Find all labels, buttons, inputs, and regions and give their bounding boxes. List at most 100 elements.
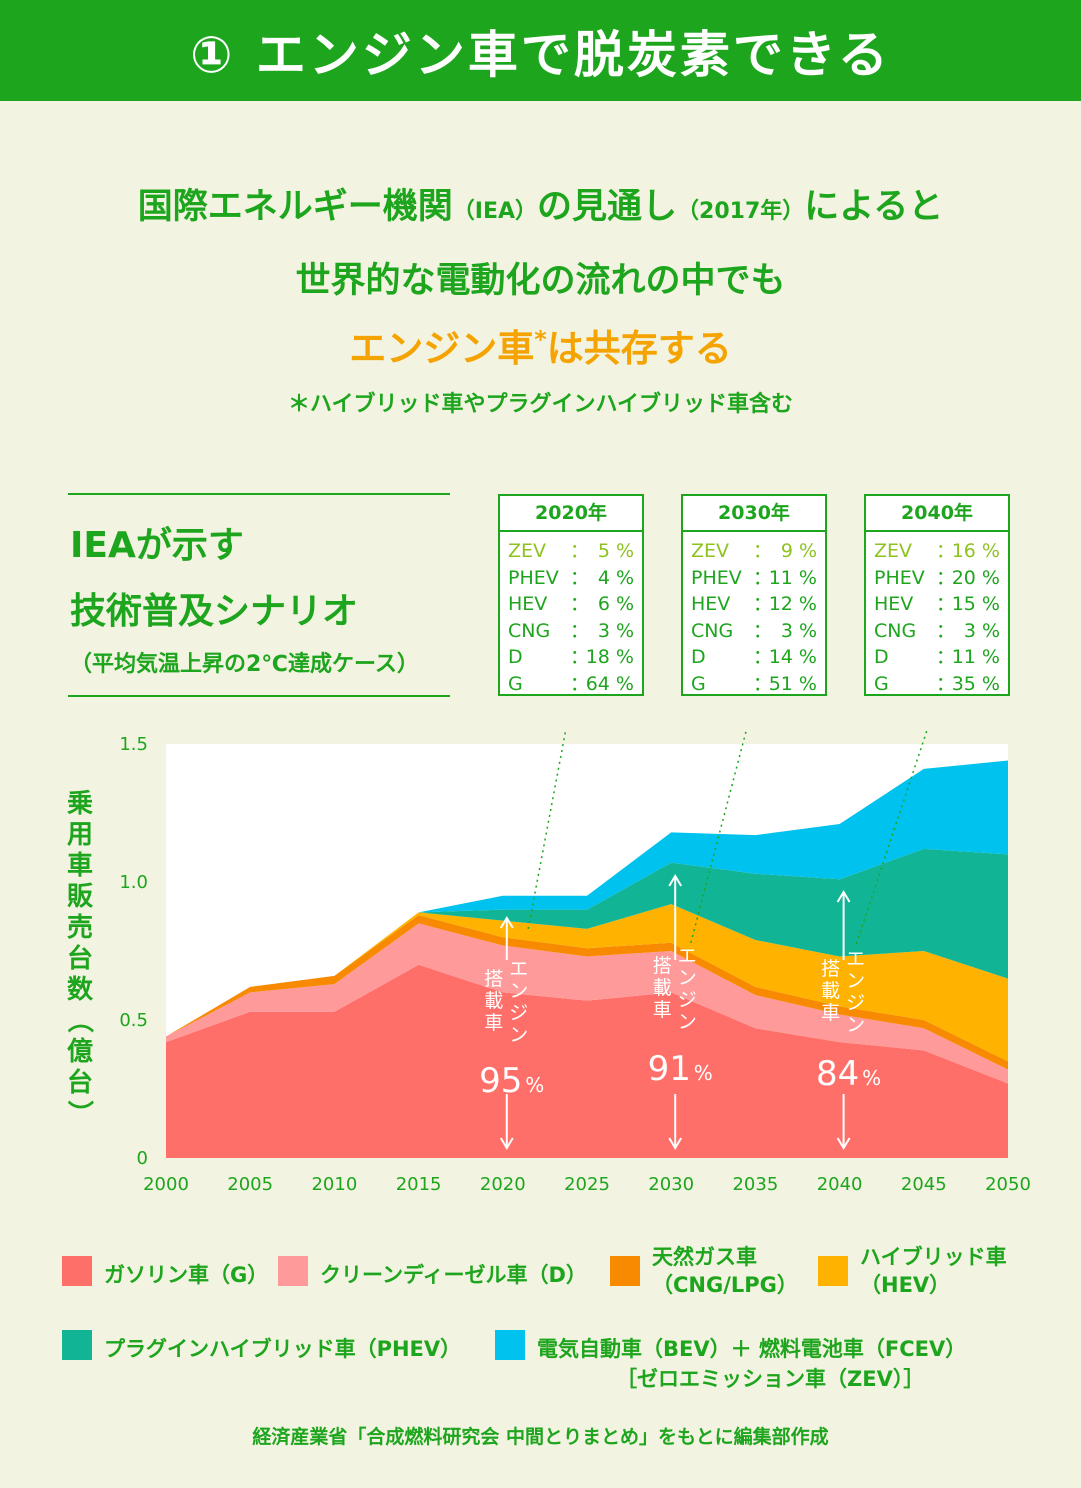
annotation-label-char: 載 (653, 977, 672, 999)
scenario-row-colon: ： (936, 646, 956, 668)
scenario-box-year: 2030年 (683, 496, 825, 532)
x-tick-label: 2040 (817, 1174, 863, 1195)
scenario-row-colon: ： (936, 540, 956, 562)
scenario-row-phev: PHEV ： 4 % (500, 565, 642, 592)
scenario-rows: ZEV： 9 % PHEV： 11 % HEV： 12 % CNG： 3 % D： 14 % G： 5… (683, 532, 825, 697)
x-tick-label: 2000 (143, 1174, 189, 1195)
arrow-down-head (836, 1137, 851, 1150)
y-axis-label-char: 億 (67, 1037, 93, 1067)
annotation-label-char: 車 (821, 1002, 840, 1024)
annotation-label-char: 車 (653, 999, 672, 1021)
scenario-row-key: PHEV (874, 566, 925, 589)
y-axis-label-char: 販 (67, 882, 94, 912)
annotation-label-char: 搭 (653, 955, 672, 977)
y-axis-label-char: 乗 (67, 789, 93, 819)
scenario-row-key: HEV (508, 593, 548, 615)
scenario-row-colon: ： (936, 593, 956, 615)
x-tick-label: 2020 (480, 1174, 526, 1195)
scenario-row-cng: CNG ： 3 % (866, 618, 1008, 645)
legend-label-cng-2: （CNG/LPG） (652, 1273, 798, 1297)
annotation-label-char: 載 (821, 980, 840, 1002)
lead-year: （2017年） (677, 199, 805, 224)
annotation-label-char: ン (509, 980, 528, 1002)
legend-swatch-cng (610, 1256, 640, 1286)
annotation-label-char: ジ (678, 989, 697, 1011)
scenario-row-value: 18 % (585, 646, 634, 668)
annotation-label-char: 搭 (821, 958, 840, 980)
lead-line-2: 世界的な電動化の流れの中でも (295, 261, 786, 301)
lead-according: によると (804, 187, 944, 227)
y-tick-label: 0.5 (119, 1010, 148, 1031)
page-title-banner: ① エンジン車で脱炭素できる (0, 0, 1081, 101)
annotation-unit: % (525, 1073, 544, 1097)
divider-top (68, 493, 450, 495)
source-note: 経済産業省「合成燃料研究会 中間とりまとめ」をもとに編集部作成 (252, 1426, 829, 1448)
arrow-up-head (836, 890, 851, 903)
x-tick-label: 2035 (732, 1174, 778, 1195)
x-tick-label: 2025 (564, 1174, 610, 1195)
y-axis-label-char: 売 (67, 913, 93, 943)
legend-swatch-zev (495, 1330, 525, 1360)
scenario-row-g: G ： 35 % (866, 671, 1008, 698)
divider-bottom (68, 695, 450, 697)
annotation-label-char: 搭 (484, 968, 503, 990)
scenario-rows: ZEV： 16 % PHEV： 20 % HEV： 15 % CNG： 3 % D： 11 % G：… (866, 532, 1008, 697)
scenario-title-2: 技術普及シナリオ (70, 591, 359, 632)
callout-leader (854, 730, 928, 949)
y-axis-label-char: （ (64, 1007, 94, 1033)
area-series-hev (166, 904, 1008, 1062)
y-axis-label-char: 車 (67, 851, 93, 881)
scenario-row-cng: CNG ： 3 % (683, 618, 825, 645)
scenario-title-1: IEAが示す (70, 525, 244, 566)
scenario-row-zev: ZEV ： 9 % (683, 538, 825, 565)
area-series-phev (166, 848, 1008, 1037)
annotation-label-char: エ (846, 948, 865, 970)
scenario-row-key: CNG (508, 619, 551, 642)
lead-footnote: ＊ハイブリッド車やプラグインハイブリッド車含む (287, 392, 794, 417)
scenario-row-d: D ： 11 % (866, 644, 1008, 671)
scenario-row-colon: ： (570, 672, 590, 695)
scenario-row-colon: ： (753, 672, 773, 695)
scenario-row-key: CNG (691, 619, 734, 642)
lead-engine: エンジン車 (349, 327, 535, 370)
legend-label-hev-1: ハイブリッド車 (860, 1245, 1007, 1269)
scenario-row-key: PHEV (691, 566, 742, 589)
scenario-row-key: CNG (874, 619, 917, 642)
scenario-subtitle: （平均気温上昇の2℃達成ケース） (70, 652, 419, 677)
scenario-row-value: 35 % (951, 672, 1000, 695)
x-tick-label: 2045 (901, 1174, 947, 1195)
annotation-value: 84 (816, 1054, 859, 1094)
scenario-row-colon: ： (570, 619, 590, 642)
annotation-label-char: ン (846, 970, 865, 992)
scenario-row-colon: ： (570, 566, 590, 589)
scenario-row-phev: PHEV ： 11 % (683, 565, 825, 592)
scenario-row-value: 14 % (768, 646, 817, 668)
area-series-d (166, 923, 1008, 1084)
scenario-row-value: 4 % (597, 566, 634, 589)
x-tick-label: 2010 (311, 1174, 357, 1195)
scenario-box-year: 2020年 (500, 496, 642, 532)
scenario-row-value: 3 % (597, 619, 634, 642)
lead-line-3: エンジン車*は共存する (0, 318, 1081, 372)
scenario-row-value: 51 % (768, 672, 817, 695)
legend-swatch-hev (818, 1256, 848, 1286)
scenario-row-colon: ： (570, 646, 590, 668)
scenario-box-2030: 2030年 ZEV： 9 % PHEV： 11 % HEV： 12 % CNG： 3 % D： 1… (681, 494, 827, 696)
scenario-row-value: 5 % (597, 540, 634, 562)
scenario-box-2020: 2020年 ZEV： 5 % PHEV： 4 % HEV： 6 % CNG： 3 % D： 18 … (498, 494, 644, 696)
annotation-value: 91 (648, 1049, 691, 1089)
y-axis-label-char: 台 (67, 1067, 93, 1098)
annotation-label-char: 車 (484, 1012, 503, 1034)
scenario-row-colon: ： (753, 566, 773, 589)
y-axis-label-char: 数 (67, 975, 94, 1005)
scenario-row-value: 11 % (951, 646, 1000, 668)
scenario-row-zev: ZEV ： 5 % (500, 538, 642, 565)
scenario-row-cng: CNG ： 3 % (500, 618, 642, 645)
annotation-label-char: 載 (484, 990, 503, 1012)
scenario-row-key: D (508, 646, 523, 668)
annotation-label-char: ン (678, 967, 697, 989)
x-tick-label: 2005 (227, 1174, 273, 1195)
scenario-row-colon: ： (570, 593, 590, 615)
annotation-label-char: エ (678, 945, 697, 967)
callout-leader (689, 730, 748, 947)
